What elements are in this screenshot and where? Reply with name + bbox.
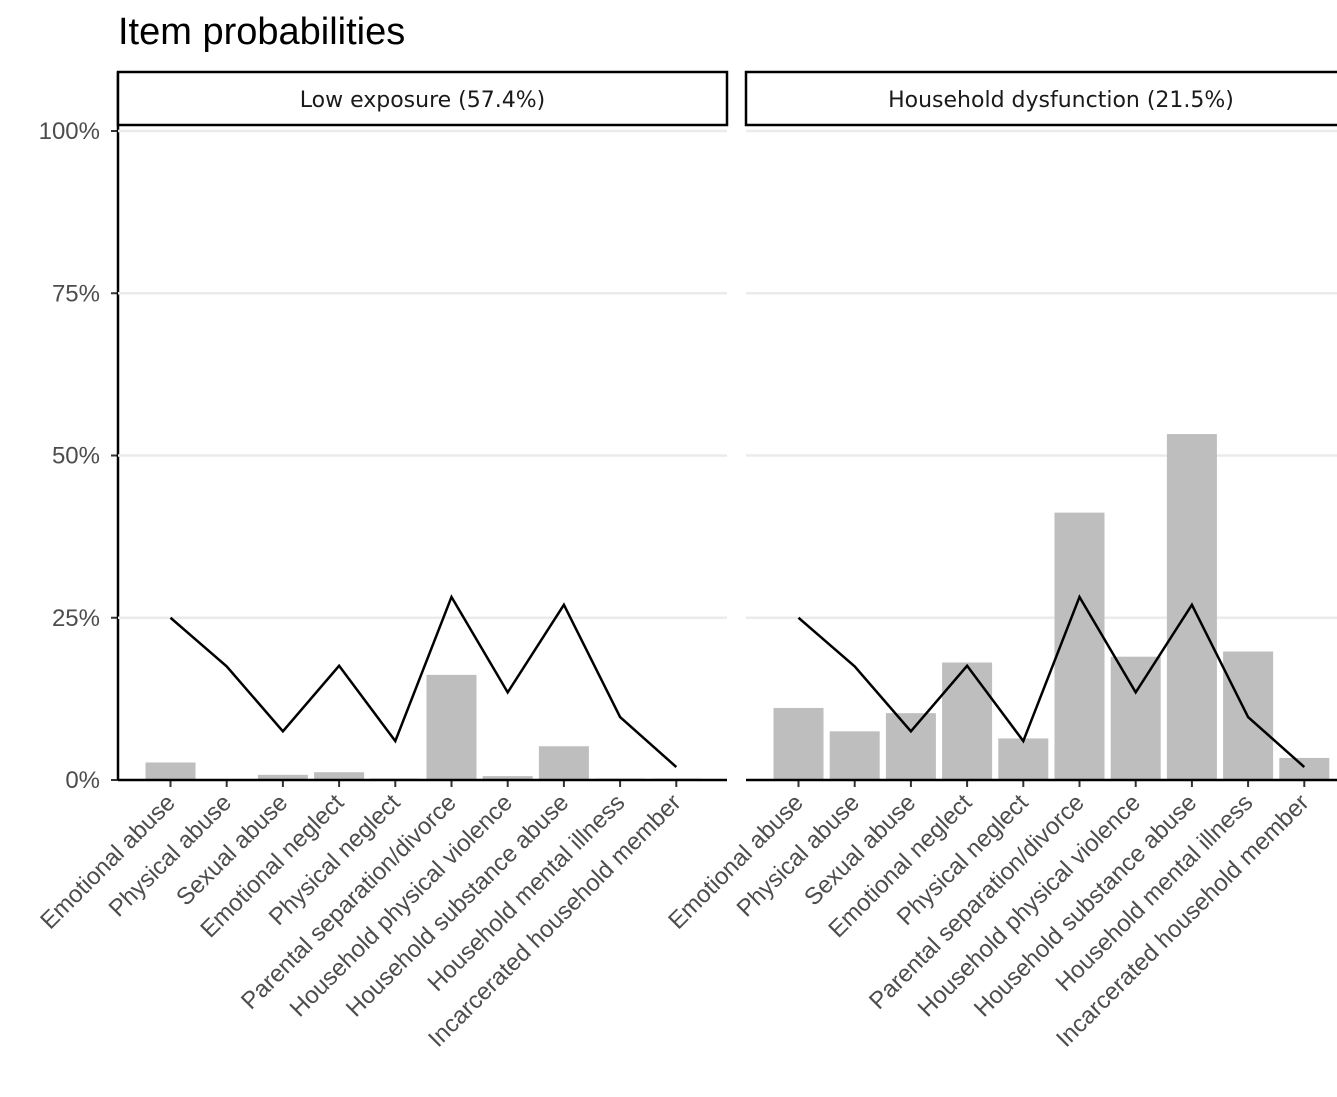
bar	[482, 776, 533, 780]
panel-strip	[116, 70, 729, 127]
chart-title: Item probabilities	[118, 11, 405, 53]
bar	[773, 707, 824, 780]
bar	[314, 772, 365, 780]
bar	[1054, 512, 1105, 780]
y-tick-label: 25%	[52, 605, 100, 632]
bar	[998, 738, 1049, 780]
y-axis: 0% 25% 50% 75% 100%	[39, 72, 120, 794]
bar	[426, 674, 477, 780]
panel-strip-label: Low exposure (57.4%)	[300, 88, 545, 113]
y-tick-label: 0%	[65, 767, 100, 794]
series-line	[169, 594, 678, 768]
bar	[885, 713, 936, 780]
series-line	[797, 594, 1306, 768]
panel-strip	[744, 70, 1337, 127]
y-tick-label: 100%	[39, 118, 100, 145]
y-tick-label: 75%	[52, 280, 100, 307]
bar	[829, 731, 880, 780]
bar	[1279, 757, 1330, 780]
bar	[538, 746, 589, 780]
bar	[942, 662, 993, 780]
bar	[1110, 656, 1161, 780]
bar	[257, 774, 308, 780]
bar	[145, 762, 196, 780]
y-tick-label: 50%	[52, 443, 100, 470]
panel-strip-label: Household dysfunction (21.5%)	[888, 88, 1234, 113]
